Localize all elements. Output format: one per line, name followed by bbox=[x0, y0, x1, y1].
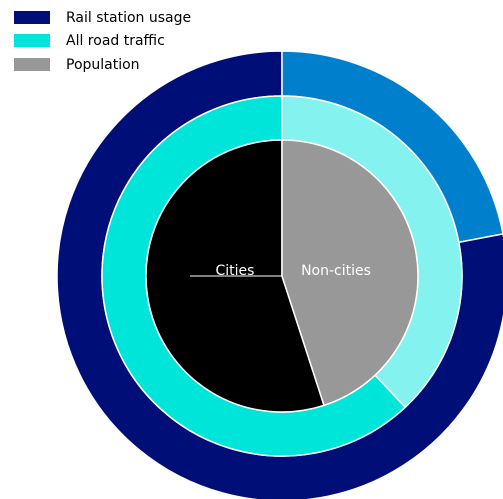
slice-population-non-cities bbox=[281, 139, 419, 407]
legend-label-rail-station-usage: Rail station usage bbox=[66, 10, 191, 26]
chart-rings bbox=[56, 50, 503, 499]
label-cities: Cities bbox=[216, 263, 255, 279]
legend: Rail station usage All road traffic Popu… bbox=[14, 10, 191, 73]
legend-swatch-all-road-traffic bbox=[14, 34, 50, 47]
label-non-cities: Non-cities bbox=[301, 263, 371, 279]
legend-swatch-population bbox=[14, 58, 50, 71]
legend-swatch-rail-station-usage bbox=[14, 11, 50, 24]
legend-label-all-road-traffic: All road traffic bbox=[66, 33, 165, 49]
legend-label-population: Population bbox=[66, 57, 140, 73]
